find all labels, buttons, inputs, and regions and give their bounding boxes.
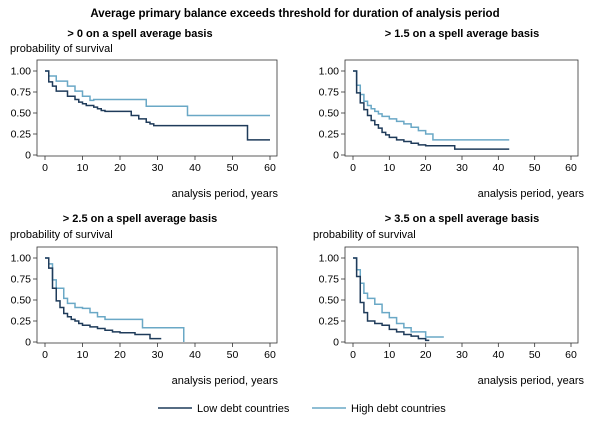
x-tick-label: 20 — [420, 349, 432, 361]
y-axis-label: probability of survival — [10, 43, 113, 55]
x-tick-label: 60 — [565, 162, 577, 174]
x-tick-label: 10 — [383, 349, 395, 361]
chart-panels: > 0 on a spell average basis probability … — [10, 28, 584, 387]
x-tick-label: 60 — [264, 162, 276, 174]
series-line-high-debt — [45, 70, 270, 117]
plot-frame — [36, 59, 278, 157]
y-tick-label: 1.00 — [11, 253, 32, 265]
panel-title: > 3.5 on a spell average basis — [385, 213, 539, 225]
y-tick-label: 0.75 — [11, 274, 32, 286]
x-tick-label: 0 — [350, 162, 356, 174]
figure-title: Average primary balance exceeds threshol… — [90, 8, 499, 20]
x-tick-label: 0 — [42, 349, 48, 361]
x-tick-label: 40 — [492, 162, 504, 174]
series-line-low-debt — [353, 70, 510, 150]
y-tick-label: 0.25 — [11, 129, 32, 141]
x-tick-label: 10 — [77, 162, 89, 174]
y-tick-label: 0.50 — [319, 108, 340, 120]
y-tick-label: 1.00 — [319, 66, 340, 78]
legend: Low debt countries High debt countries — [158, 403, 446, 415]
x-tick-label: 30 — [152, 349, 164, 361]
x-tick-label: 30 — [456, 349, 468, 361]
plot-frame — [36, 246, 278, 344]
panel-title: > 0 on a spell average basis — [67, 28, 212, 40]
x-tick-label: 50 — [529, 162, 541, 174]
series-line-high-debt — [353, 257, 444, 338]
y-tick-label: 0.25 — [319, 316, 340, 328]
y-tick-label: 0 — [25, 337, 31, 349]
chart-panel-3: > 2.5 on a spell average basis probabilit… — [10, 213, 278, 387]
y-tick-label: 0.50 — [11, 295, 32, 307]
x-tick-label: 20 — [420, 162, 432, 174]
x-axis-label: analysis period, years — [478, 375, 585, 387]
series-line-low-debt — [45, 70, 270, 141]
x-tick-label: 10 — [77, 349, 89, 361]
legend-label-low: Low debt countries — [197, 403, 290, 415]
x-tick-label: 30 — [456, 162, 468, 174]
panel-title: > 2.5 on a spell average basis — [63, 213, 217, 225]
legend-label-high: High debt countries — [351, 403, 446, 415]
panel-title: > 1.5 on a spell average basis — [385, 28, 539, 40]
y-tick-label: 0.25 — [319, 129, 340, 141]
x-tick-label: 60 — [264, 349, 276, 361]
x-tick-label: 50 — [529, 349, 541, 361]
y-axis-label: probability of survival — [313, 229, 416, 241]
x-tick-label: 40 — [189, 349, 201, 361]
y-tick-label: 0.50 — [319, 295, 340, 307]
y-axis-label: probability of survival — [10, 229, 113, 241]
x-axis-label: analysis period, years — [172, 188, 279, 200]
y-tick-label: 0.50 — [11, 108, 32, 120]
series-line-low-debt — [353, 257, 430, 342]
x-tick-label: 20 — [114, 349, 126, 361]
series-line-high-debt — [45, 257, 185, 342]
chart-panel-2: > 1.5 on a spell average basis 0 0.25 0.50 0… — [319, 28, 585, 200]
x-tick-label: 50 — [227, 162, 239, 174]
y-tick-label: 1.00 — [11, 66, 32, 78]
x-tick-label: 30 — [152, 162, 164, 174]
plot-frame — [344, 246, 579, 344]
x-tick-label: 40 — [189, 162, 201, 174]
x-tick-label: 50 — [227, 349, 239, 361]
x-tick-label: 20 — [114, 162, 126, 174]
y-tick-label: 0.75 — [11, 87, 32, 99]
x-tick-label: 0 — [42, 162, 48, 174]
y-tick-label: 0 — [333, 337, 339, 349]
x-tick-label: 10 — [383, 162, 395, 174]
series-line-low-debt — [45, 257, 162, 340]
y-tick-label: 0.25 — [11, 316, 32, 328]
y-tick-label: 0.75 — [319, 274, 340, 286]
x-tick-label: 0 — [350, 349, 356, 361]
x-axis-label: analysis period, years — [478, 188, 585, 200]
series-line-high-debt — [353, 70, 510, 141]
y-tick-label: 0.75 — [319, 87, 340, 99]
chart-panel-4: > 3.5 on a spell average basis probabilit… — [313, 213, 584, 387]
chart-panel-1: > 0 on a spell average basis probability … — [10, 28, 278, 200]
x-tick-label: 40 — [492, 349, 504, 361]
x-axis-label: analysis period, years — [172, 375, 279, 387]
plot-frame — [344, 59, 579, 157]
x-tick-label: 60 — [565, 349, 577, 361]
y-tick-label: 1.00 — [319, 253, 340, 265]
y-tick-label: 0 — [25, 150, 31, 162]
y-tick-label: 0 — [333, 150, 339, 162]
